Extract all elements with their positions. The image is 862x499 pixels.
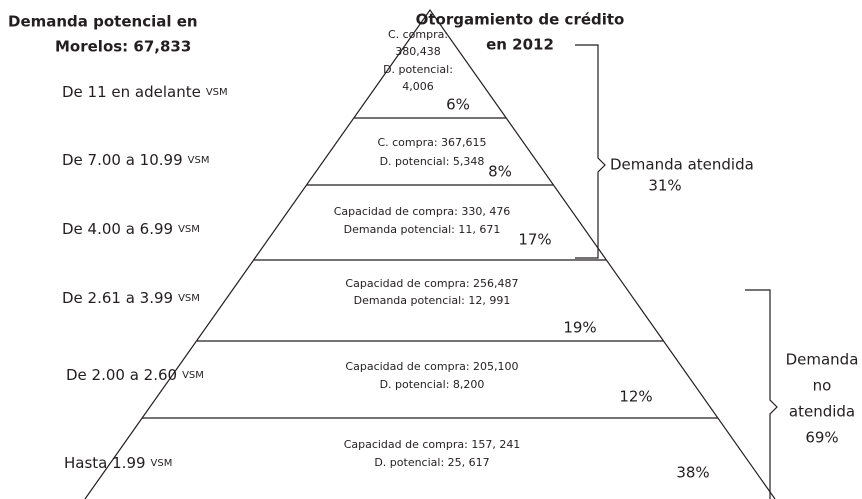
pyramid-outline: [84, 8, 776, 499]
bracket: [745, 289, 778, 499]
level-percent: 12%: [619, 388, 652, 406]
level-detail: D. potencial: 8,200: [380, 378, 485, 391]
group-label: 69%: [805, 429, 838, 447]
level-detail: D. potencial: 25, 617: [374, 456, 489, 469]
unit: VSM: [182, 370, 204, 381]
unit: VSM: [188, 155, 210, 166]
level-percent: 17%: [518, 231, 551, 249]
level-detail: C. compra:: [388, 28, 448, 41]
subtitle: Otorgamiento de crédito: [416, 11, 625, 29]
range: Hasta 1.99: [64, 454, 146, 472]
subtitle: en 2012: [486, 36, 554, 54]
level-percent: 19%: [563, 319, 596, 337]
group-label: atendida: [789, 403, 855, 421]
group-label: Demanda atendida: [610, 156, 754, 174]
level-percent: 8%: [488, 163, 512, 181]
level-detail: Demanda potencial: 11, 671: [344, 223, 501, 236]
range: De 11 en adelante: [62, 83, 201, 101]
group-label: 31%: [648, 177, 681, 195]
group-label: no: [813, 377, 832, 395]
unit: VSM: [206, 87, 228, 98]
level-label: De 11 en adelante VSM: [62, 83, 228, 101]
range: De 2.00 a 2.60: [66, 366, 177, 384]
unit: VSM: [151, 458, 173, 469]
level-percent: 6%: [446, 96, 470, 114]
level-detail: Capacidad de compra: 157, 241: [344, 438, 521, 451]
level-detail: D. potencial:: [383, 63, 453, 76]
level-detail: D. potencial: 5,348: [380, 155, 485, 168]
level-label: De 2.61 a 3.99 VSM: [62, 289, 200, 307]
range: De 7.00 a 10.99: [62, 151, 183, 169]
level-detail: C. compra: 367,615: [377, 136, 486, 149]
level-percent: 38%: [676, 464, 709, 482]
level-label: De 7.00 a 10.99 VSM: [62, 151, 209, 169]
title: Morelos: 67,833: [55, 38, 191, 56]
group-label: Demanda: [786, 351, 859, 369]
bracket: [575, 44, 606, 259]
level-label: Hasta 1.99 VSM: [64, 454, 172, 472]
unit: VSM: [178, 293, 200, 304]
level-detail: Capacidad de compra: 205,100: [345, 360, 518, 373]
level-detail: 4,006: [402, 80, 434, 93]
level-label: De 4.00 a 6.99 VSM: [62, 220, 200, 238]
level-detail: Capacidad de compra: 330, 476: [334, 205, 511, 218]
level-detail: 380,438: [395, 45, 441, 58]
range: De 2.61 a 3.99: [62, 289, 173, 307]
level-label: De 2.00 a 2.60 VSM: [66, 366, 204, 384]
range: De 4.00 a 6.99: [62, 220, 173, 238]
unit: VSM: [178, 224, 200, 235]
title: Demanda potencial en: [8, 13, 198, 31]
level-detail: Demanda potencial: 12, 991: [354, 294, 511, 307]
level-detail: Capacidad de compra: 256,487: [345, 277, 518, 290]
